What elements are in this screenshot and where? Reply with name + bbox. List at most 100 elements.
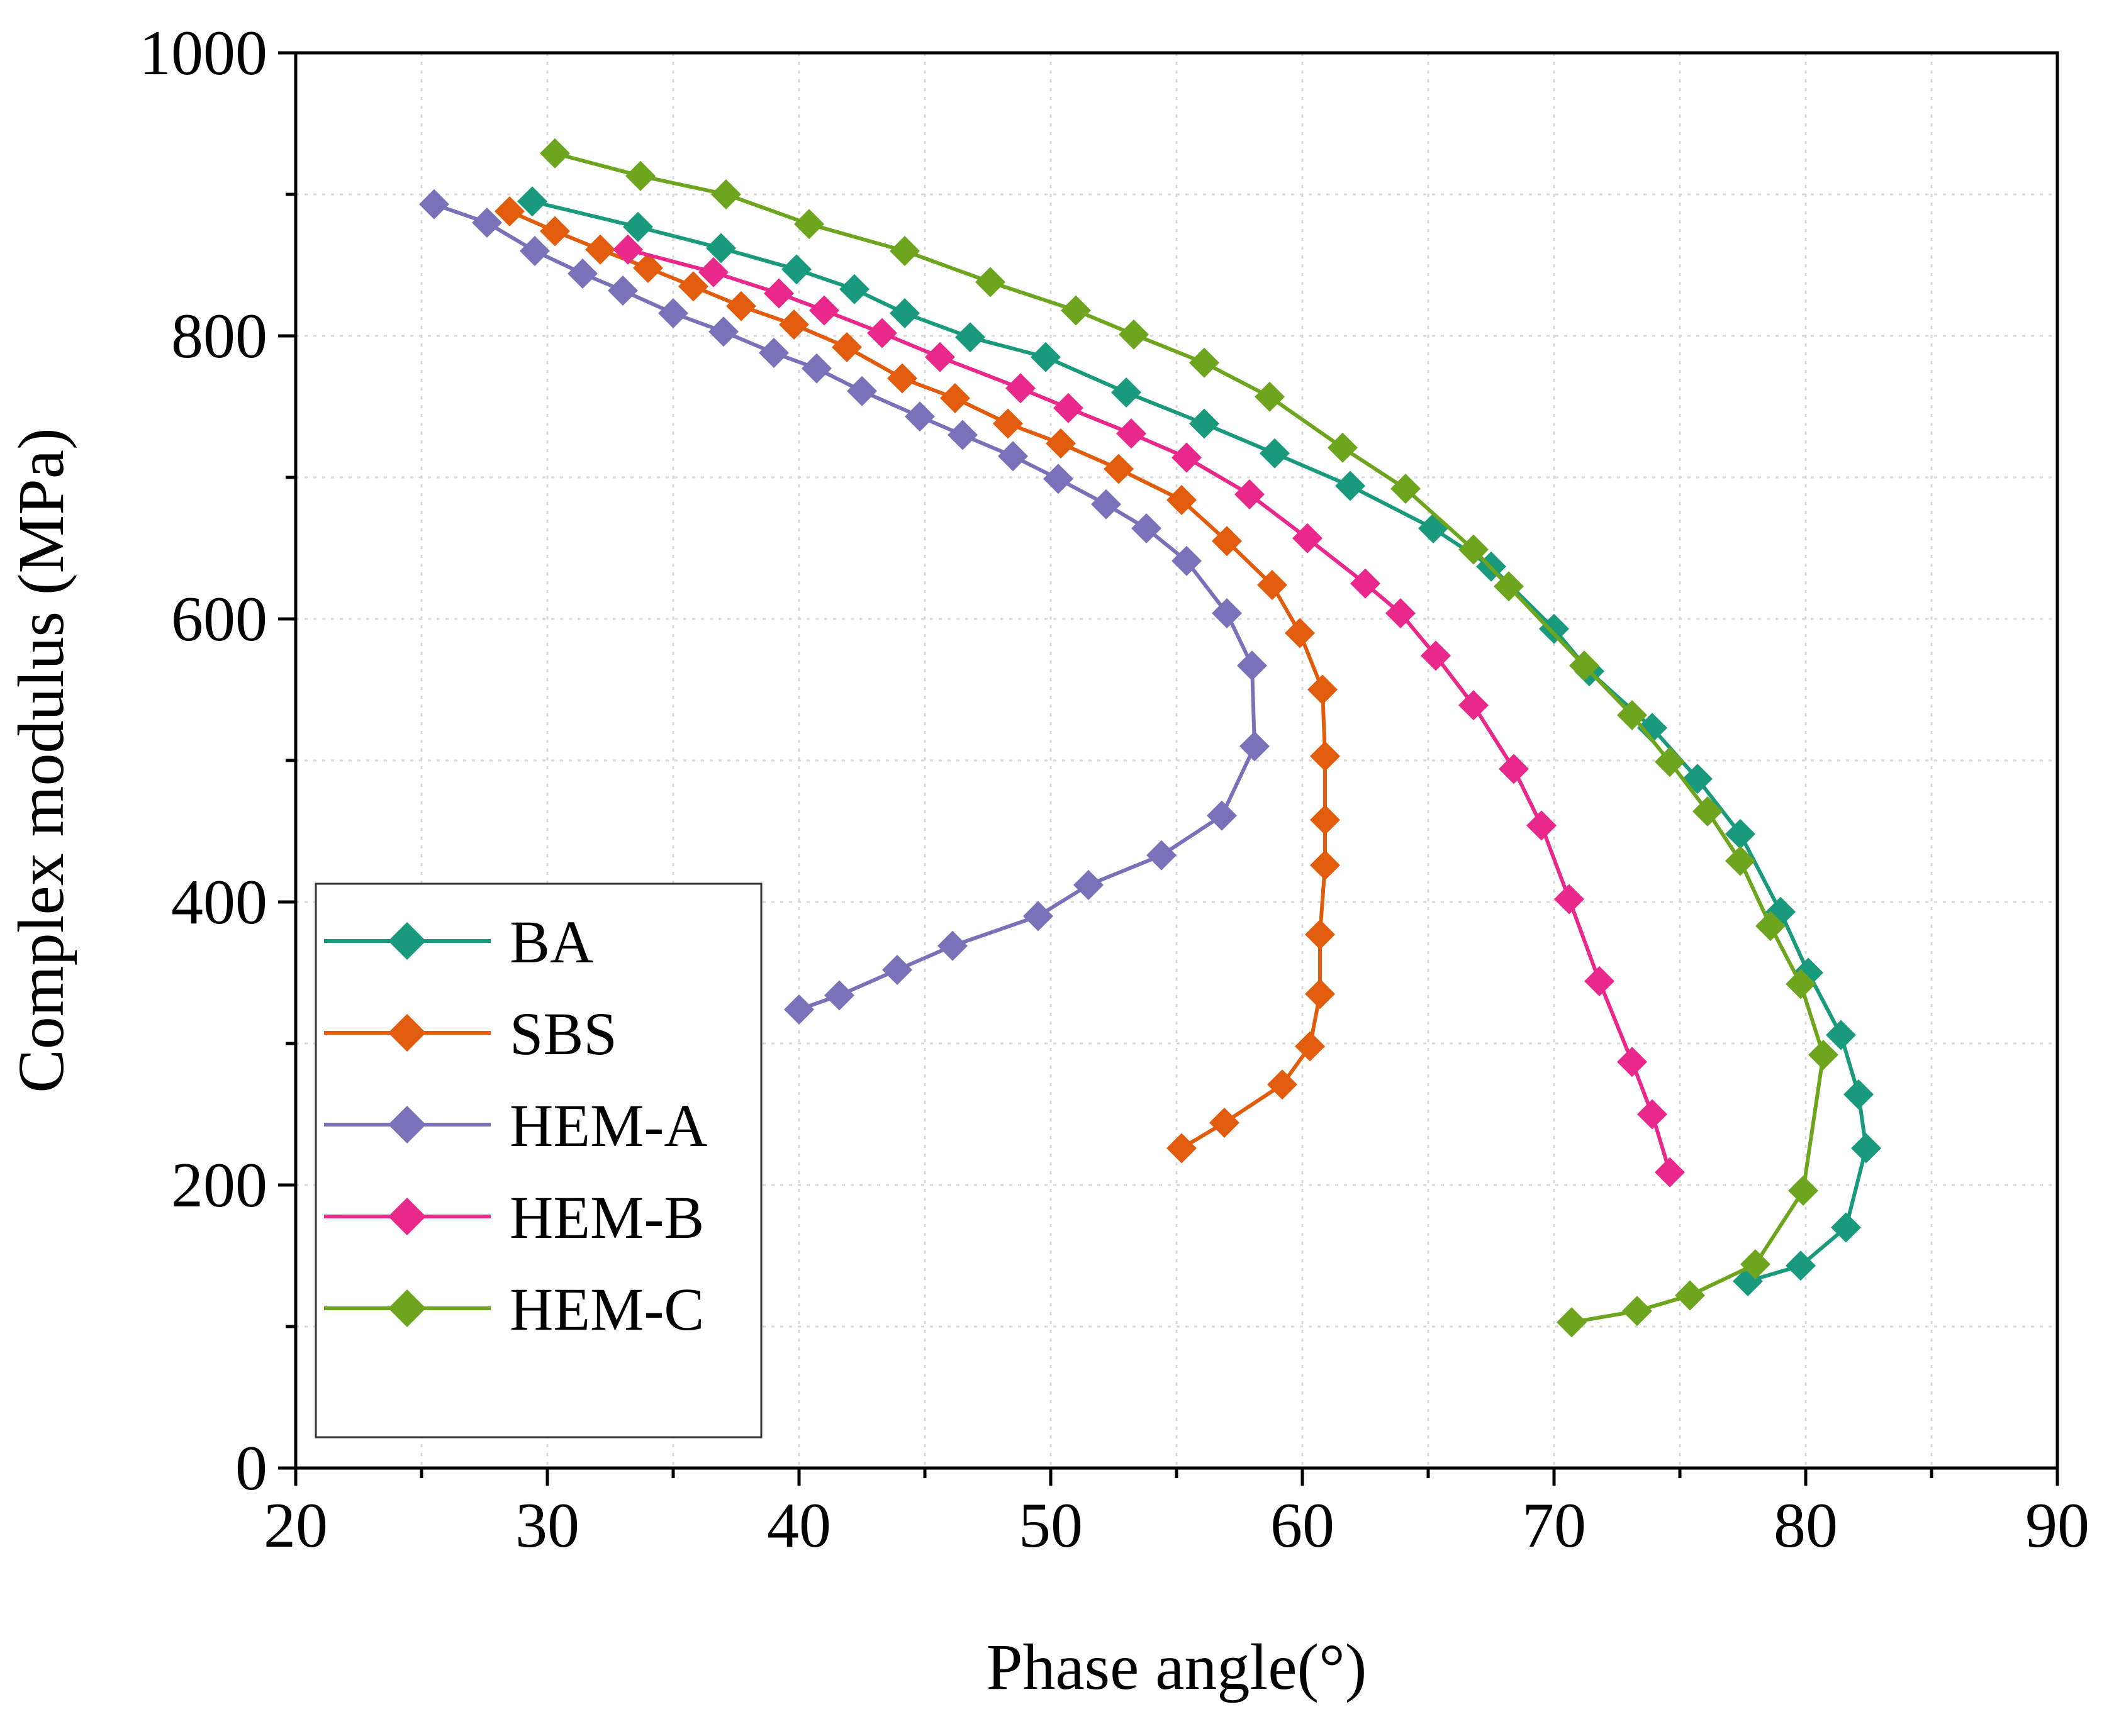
data-point <box>1788 1176 1818 1206</box>
data-point <box>1257 570 1287 600</box>
data-point <box>1292 523 1323 554</box>
data-point <box>1237 650 1267 681</box>
data-point <box>1808 1040 1838 1070</box>
data-point <box>1189 347 1219 378</box>
data-point <box>847 376 877 406</box>
data-point <box>1328 432 1358 463</box>
legend-marker <box>388 1106 426 1143</box>
y-tick-label: 600 <box>171 584 267 655</box>
data-point <box>759 338 789 368</box>
data-point <box>1023 901 1053 932</box>
data-point <box>1843 1079 1874 1110</box>
data-point <box>1091 489 1121 520</box>
data-point <box>1557 1307 1587 1338</box>
y-axis-title: Complex modulus (MPa) <box>5 428 77 1093</box>
data-point <box>1255 381 1285 412</box>
legend-label: HEM-A <box>510 1092 708 1159</box>
data-point <box>419 189 449 220</box>
data-point <box>1617 700 1647 730</box>
data-point <box>1675 1280 1705 1311</box>
data-point <box>832 332 862 362</box>
data-point <box>890 298 920 328</box>
data-point <box>1119 319 1149 350</box>
data-point <box>623 211 653 242</box>
data-point <box>1234 479 1265 509</box>
data-point <box>1172 442 1202 473</box>
x-tick-label: 50 <box>1019 1490 1083 1561</box>
legend-box <box>315 882 763 1438</box>
data-point <box>948 420 978 450</box>
data-point <box>1831 1212 1861 1243</box>
data-point <box>1826 1020 1856 1050</box>
data-point <box>937 930 968 961</box>
data-point <box>890 236 920 266</box>
data-point <box>1209 1108 1239 1138</box>
data-point <box>1755 911 1786 942</box>
data-point <box>1617 1047 1647 1077</box>
y-tick-label: 800 <box>171 301 267 372</box>
y-tick-label: 1000 <box>139 18 267 89</box>
x-tick-label: 20 <box>264 1490 328 1561</box>
data-point <box>1305 979 1335 1010</box>
series-sbs <box>495 196 1340 1164</box>
data-point <box>779 309 809 340</box>
data-point <box>608 275 638 306</box>
data-point <box>1031 342 1061 372</box>
data-point <box>867 318 897 348</box>
data-point <box>706 233 736 264</box>
data-point <box>1539 613 1569 644</box>
data-point <box>1458 534 1489 565</box>
data-point <box>1584 966 1614 996</box>
x-axis-title: Phase angle(°) <box>987 1631 1367 1703</box>
x-tick-label: 40 <box>767 1490 831 1561</box>
data-point <box>905 401 935 432</box>
legend-label: BA <box>510 908 593 976</box>
data-point <box>625 160 656 191</box>
data-point <box>887 363 917 394</box>
data-point <box>1725 819 1755 849</box>
data-point <box>1061 295 1091 326</box>
data-point <box>1740 1249 1770 1279</box>
data-point <box>1554 884 1584 915</box>
x-tick-label: 60 <box>1270 1490 1334 1561</box>
series-hem-b <box>613 234 1685 1188</box>
data-point <box>1295 1031 1325 1062</box>
series-hem-a <box>419 189 1270 1025</box>
data-point <box>1655 1157 1685 1188</box>
x-tick-label: 30 <box>515 1490 579 1561</box>
data-point <box>585 234 615 265</box>
data-point <box>955 322 985 353</box>
data-point <box>520 236 550 266</box>
series-group <box>419 138 1881 1338</box>
data-point <box>1073 870 1104 900</box>
series-line <box>433 202 1256 1011</box>
data-point <box>1569 650 1599 681</box>
data-point <box>1260 438 1290 469</box>
data-point <box>764 278 794 309</box>
data-point <box>1207 800 1237 831</box>
data-point <box>925 342 955 372</box>
data-point <box>1111 377 1141 408</box>
data-point <box>940 383 970 413</box>
data-point <box>975 267 1005 298</box>
data-point <box>1310 850 1340 881</box>
data-point <box>781 254 812 285</box>
data-point <box>1239 731 1270 762</box>
data-point <box>1851 1133 1881 1164</box>
data-point <box>1637 713 1667 743</box>
data-point <box>1385 598 1416 628</box>
data-point <box>1458 690 1489 721</box>
data-point <box>1526 810 1557 841</box>
data-point <box>658 298 688 328</box>
data-point <box>1786 969 1816 999</box>
data-point <box>517 186 547 217</box>
data-point <box>1310 741 1340 772</box>
data-point <box>698 257 729 287</box>
data-point <box>711 179 741 209</box>
data-point <box>1692 796 1723 826</box>
x-tick-label: 90 <box>2025 1490 2089 1561</box>
data-point <box>1166 485 1197 515</box>
data-point <box>678 271 708 302</box>
data-point <box>1166 1133 1197 1164</box>
legend-marker <box>388 922 426 960</box>
